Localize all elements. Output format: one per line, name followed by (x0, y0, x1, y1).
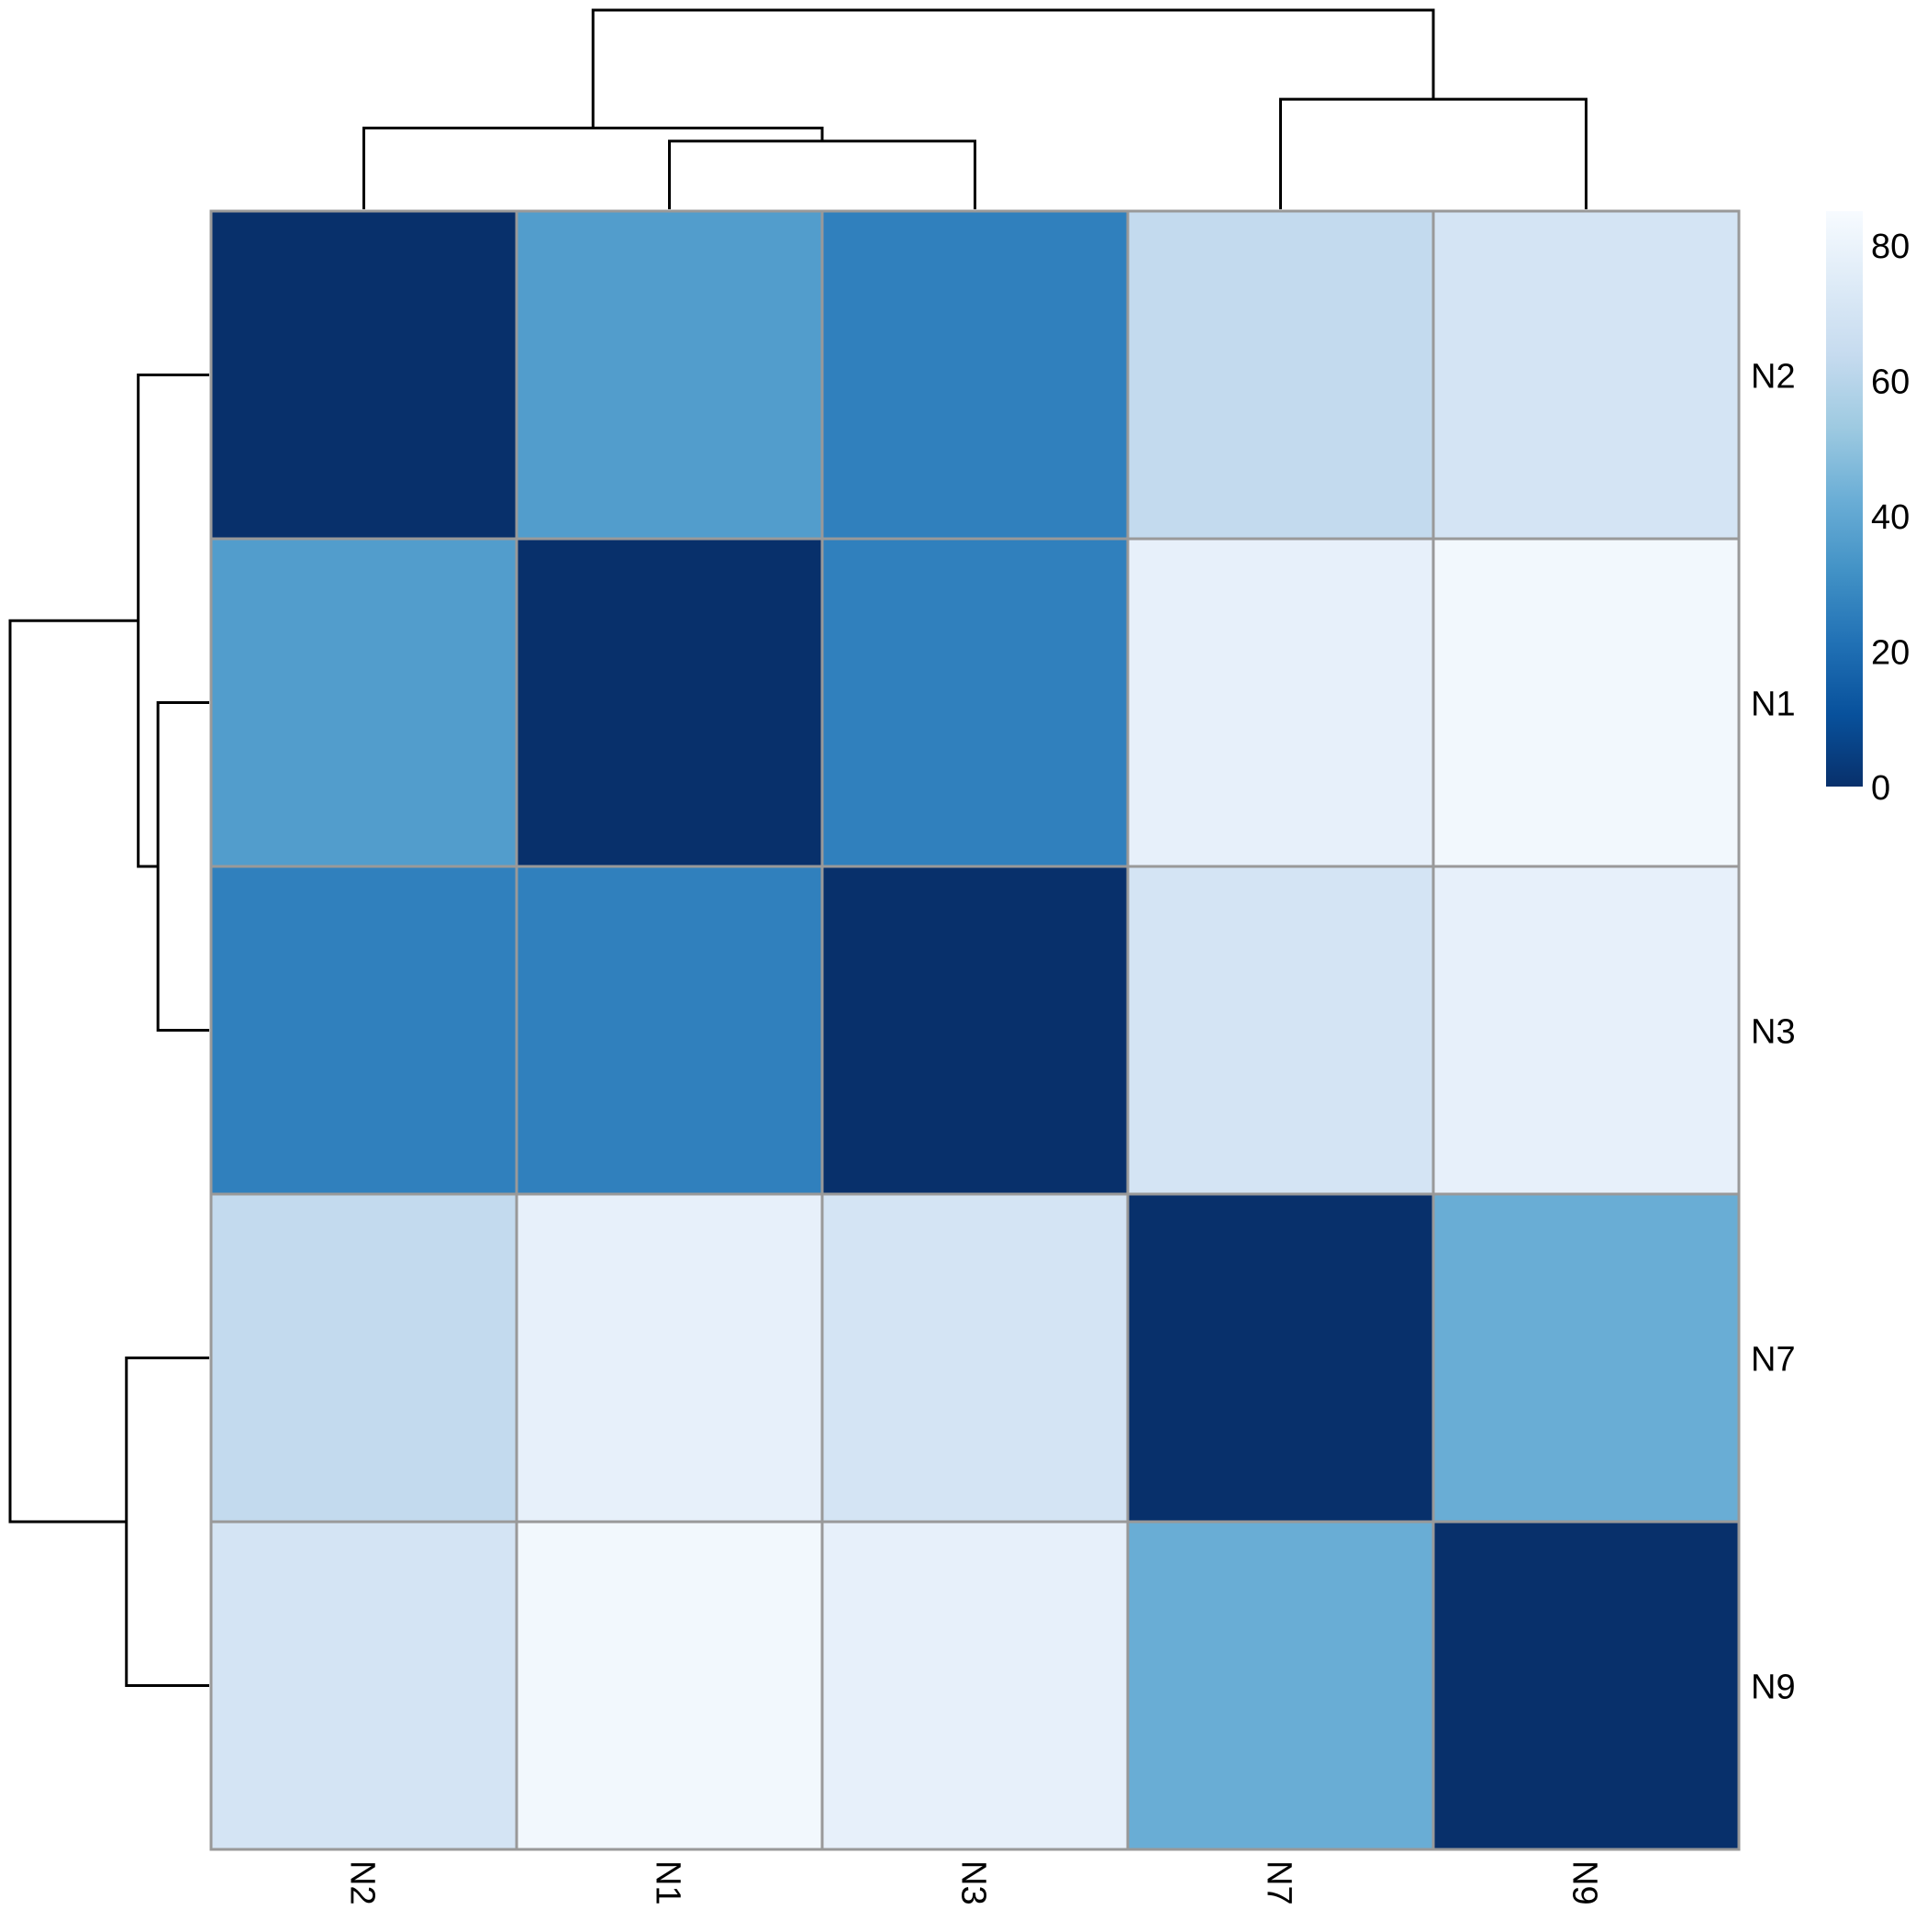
heatmap-cell-n1-n9 (1431, 537, 1741, 868)
heatmap-cell-n3-n9 (1431, 865, 1741, 1196)
column-label-n1: N1 (649, 1860, 687, 1905)
row-label-n9: N9 (1751, 1669, 1796, 1707)
heatmap-cell-n1-n1 (515, 537, 824, 868)
heatmap-cell-n7-n3 (820, 1192, 1130, 1524)
row-label-n2: N2 (1751, 358, 1796, 396)
heatmap-cell-n1-n3 (820, 537, 1130, 868)
row-dendrogram-branch-1 (137, 374, 209, 868)
column-dendrogram-branch-2 (1279, 97, 1587, 209)
heatmap-cell-n7-n7 (1126, 1192, 1435, 1524)
row-label-n1: N1 (1751, 686, 1796, 724)
heatmap-cell-n7-n1 (515, 1192, 824, 1524)
heatmap-cell-n3-n7 (1126, 865, 1435, 1196)
column-dendrogram (362, 8, 1587, 209)
row-labels: N2 N1 N3 N7 N9 (1751, 358, 1796, 1707)
column-label-n3: N3 (954, 1860, 993, 1905)
colorbar-gradient (1826, 211, 1863, 787)
column-dendrogram-branch-0 (668, 140, 976, 209)
heatmap-cell-n2-n9 (1431, 209, 1741, 541)
heatmap-cell-n7-n9 (1431, 1192, 1741, 1524)
heatmap-cell-n2-n7 (1126, 209, 1435, 541)
heatmap-cell-n7-n2 (209, 1192, 518, 1524)
heatmap-cell-n9-n3 (820, 1520, 1130, 1851)
heatmap-cell-n2-n3 (820, 209, 1130, 541)
heatmap-cell-n2-n1 (515, 209, 824, 541)
heatmap-cell-n1-n2 (209, 537, 518, 868)
colorbar-tick-label: 20 (1871, 633, 1910, 672)
row-dendrogram-branch-2 (125, 1357, 209, 1687)
heatmap-cell-n3-n2 (209, 865, 518, 1196)
heatmap-cell-n9-n7 (1126, 1520, 1435, 1851)
column-label-n9: N9 (1565, 1860, 1604, 1905)
heatmap-cell-n9-n2 (209, 1520, 518, 1851)
colorbar-legend: 0 20 40 60 80 (1826, 211, 1910, 808)
heatmap-cell-n9-n1 (515, 1520, 824, 1851)
row-dendrogram-branch-3 (8, 619, 139, 1524)
heatmap-cell-n9-n9 (1431, 1520, 1741, 1851)
column-label-n2: N2 (343, 1860, 382, 1905)
row-dendrogram-branch-0 (156, 701, 209, 1032)
column-dendrogram-branch-1 (362, 126, 824, 209)
heatmap-cells (209, 209, 1741, 1851)
colorbar-tick-label: 80 (1871, 228, 1910, 266)
heatmap-cell-n2-n2 (209, 209, 518, 541)
colorbar-tick-label: 60 (1871, 363, 1910, 401)
column-dendrogram-branch-3 (591, 8, 1435, 128)
heatmap-cell-n1-n7 (1126, 537, 1435, 868)
heatmap-cell-n3-n3 (820, 865, 1130, 1196)
column-label-n7: N7 (1260, 1860, 1298, 1905)
colorbar-tick-label: 40 (1871, 498, 1910, 537)
row-dendrogram (8, 374, 209, 1687)
row-label-n7: N7 (1751, 1341, 1796, 1379)
heatmap-cell-n3-n1 (515, 865, 824, 1196)
column-labels: N2 N1 N3 N7 N9 (343, 1860, 1604, 1905)
row-label-n3: N3 (1751, 1013, 1796, 1052)
colorbar-tick-label: 0 (1871, 769, 1890, 808)
